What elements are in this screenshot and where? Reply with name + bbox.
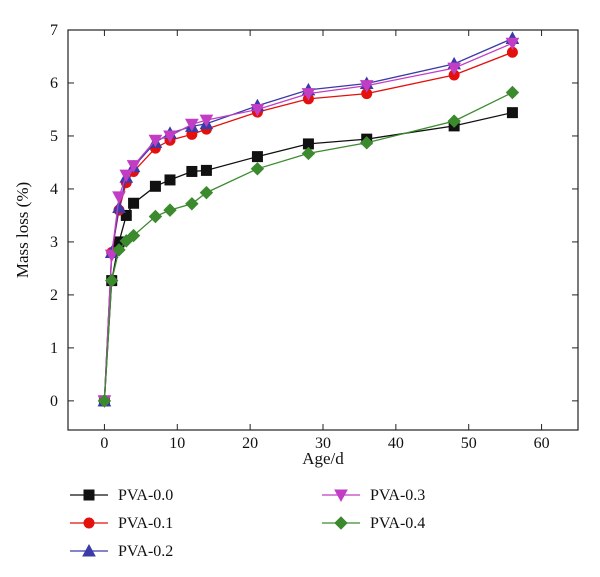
x-tick-label: 10 — [169, 435, 185, 452]
legend-label: PVA-0.4 — [370, 515, 425, 532]
x-tick-label: 40 — [388, 435, 404, 452]
data-point — [506, 107, 518, 119]
x-axis-title: Age/d — [302, 449, 344, 468]
legend-marker — [334, 516, 348, 530]
series-pva-0-4 — [97, 85, 520, 408]
series-layer — [97, 31, 520, 408]
data-point — [301, 146, 316, 161]
y-tick-label: 6 — [50, 75, 58, 92]
series-pva-0-1 — [98, 46, 518, 407]
data-point — [163, 203, 177, 217]
data-point — [164, 174, 176, 186]
data-point — [251, 151, 263, 163]
data-point — [112, 191, 126, 204]
data-point — [119, 169, 134, 183]
x-tick-label: 60 — [534, 435, 550, 452]
legend-item: PVA-0.4 — [322, 515, 425, 532]
data-point — [185, 197, 199, 211]
legend-marker — [83, 517, 95, 529]
y-tick-label: 1 — [50, 340, 58, 357]
data-point — [148, 134, 163, 148]
data-point — [128, 197, 140, 209]
y-tick-label: 3 — [50, 234, 58, 251]
y-tick-label: 2 — [50, 287, 58, 304]
data-point — [149, 180, 161, 192]
data-point — [148, 209, 163, 224]
data-point — [200, 164, 212, 176]
data-point — [250, 103, 265, 117]
data-point — [186, 165, 198, 177]
legend-label: PVA-0.1 — [118, 515, 173, 532]
legend-marker — [334, 489, 348, 503]
plot-frame — [67, 29, 579, 431]
legend-marker — [83, 489, 95, 501]
data-point — [185, 118, 199, 132]
x-axis-ticks: 0 10 20 30 40 50 60 — [100, 30, 550, 452]
legend: PVA-0.0 PVA-0.1 PVA-0.2 PVA-0.3 PVA-0.4 — [70, 487, 425, 560]
data-point — [447, 62, 461, 76]
y-tick-label: 4 — [50, 181, 58, 198]
data-point — [250, 162, 265, 176]
x-tick-label: 20 — [242, 435, 258, 452]
y-tick-label: 5 — [50, 128, 58, 145]
data-point — [105, 273, 119, 288]
series-pva-0-3 — [97, 37, 520, 408]
x-tick-label: 50 — [461, 435, 477, 452]
data-point — [360, 136, 374, 150]
data-point — [112, 243, 126, 257]
y-tick-label: 0 — [50, 393, 58, 410]
legend-label: PVA-0.0 — [118, 487, 173, 504]
data-point — [301, 88, 316, 101]
y-axis-ticks: 0 1 2 3 4 5 6 7 — [50, 22, 578, 410]
data-point — [199, 185, 214, 200]
legend-label: PVA-0.2 — [118, 543, 173, 560]
legend-item: PVA-0.0 — [70, 487, 173, 504]
data-point — [447, 114, 461, 128]
data-point — [126, 160, 141, 173]
legend-label: PVA-0.3 — [370, 487, 425, 504]
data-point — [163, 130, 177, 144]
data-point — [104, 249, 119, 263]
legend-item: PVA-0.1 — [70, 515, 173, 532]
data-point — [359, 80, 374, 93]
x-tick-label: 0 — [100, 435, 108, 452]
data-point — [126, 228, 141, 243]
legend-item: PVA-0.2 — [70, 543, 173, 560]
y-axis-title: Mass loss (%) — [13, 182, 32, 278]
data-point — [112, 200, 126, 213]
legend-marker — [82, 543, 96, 557]
data-point — [505, 37, 520, 51]
x-tick-label: 30 — [315, 435, 331, 452]
data-point — [120, 209, 132, 221]
data-point — [199, 114, 214, 128]
data-point — [505, 85, 520, 100]
y-tick-label: 7 — [50, 22, 58, 39]
data-point — [97, 394, 112, 408]
legend-item: PVA-0.3 — [322, 487, 425, 504]
series-line — [103, 51, 513, 401]
